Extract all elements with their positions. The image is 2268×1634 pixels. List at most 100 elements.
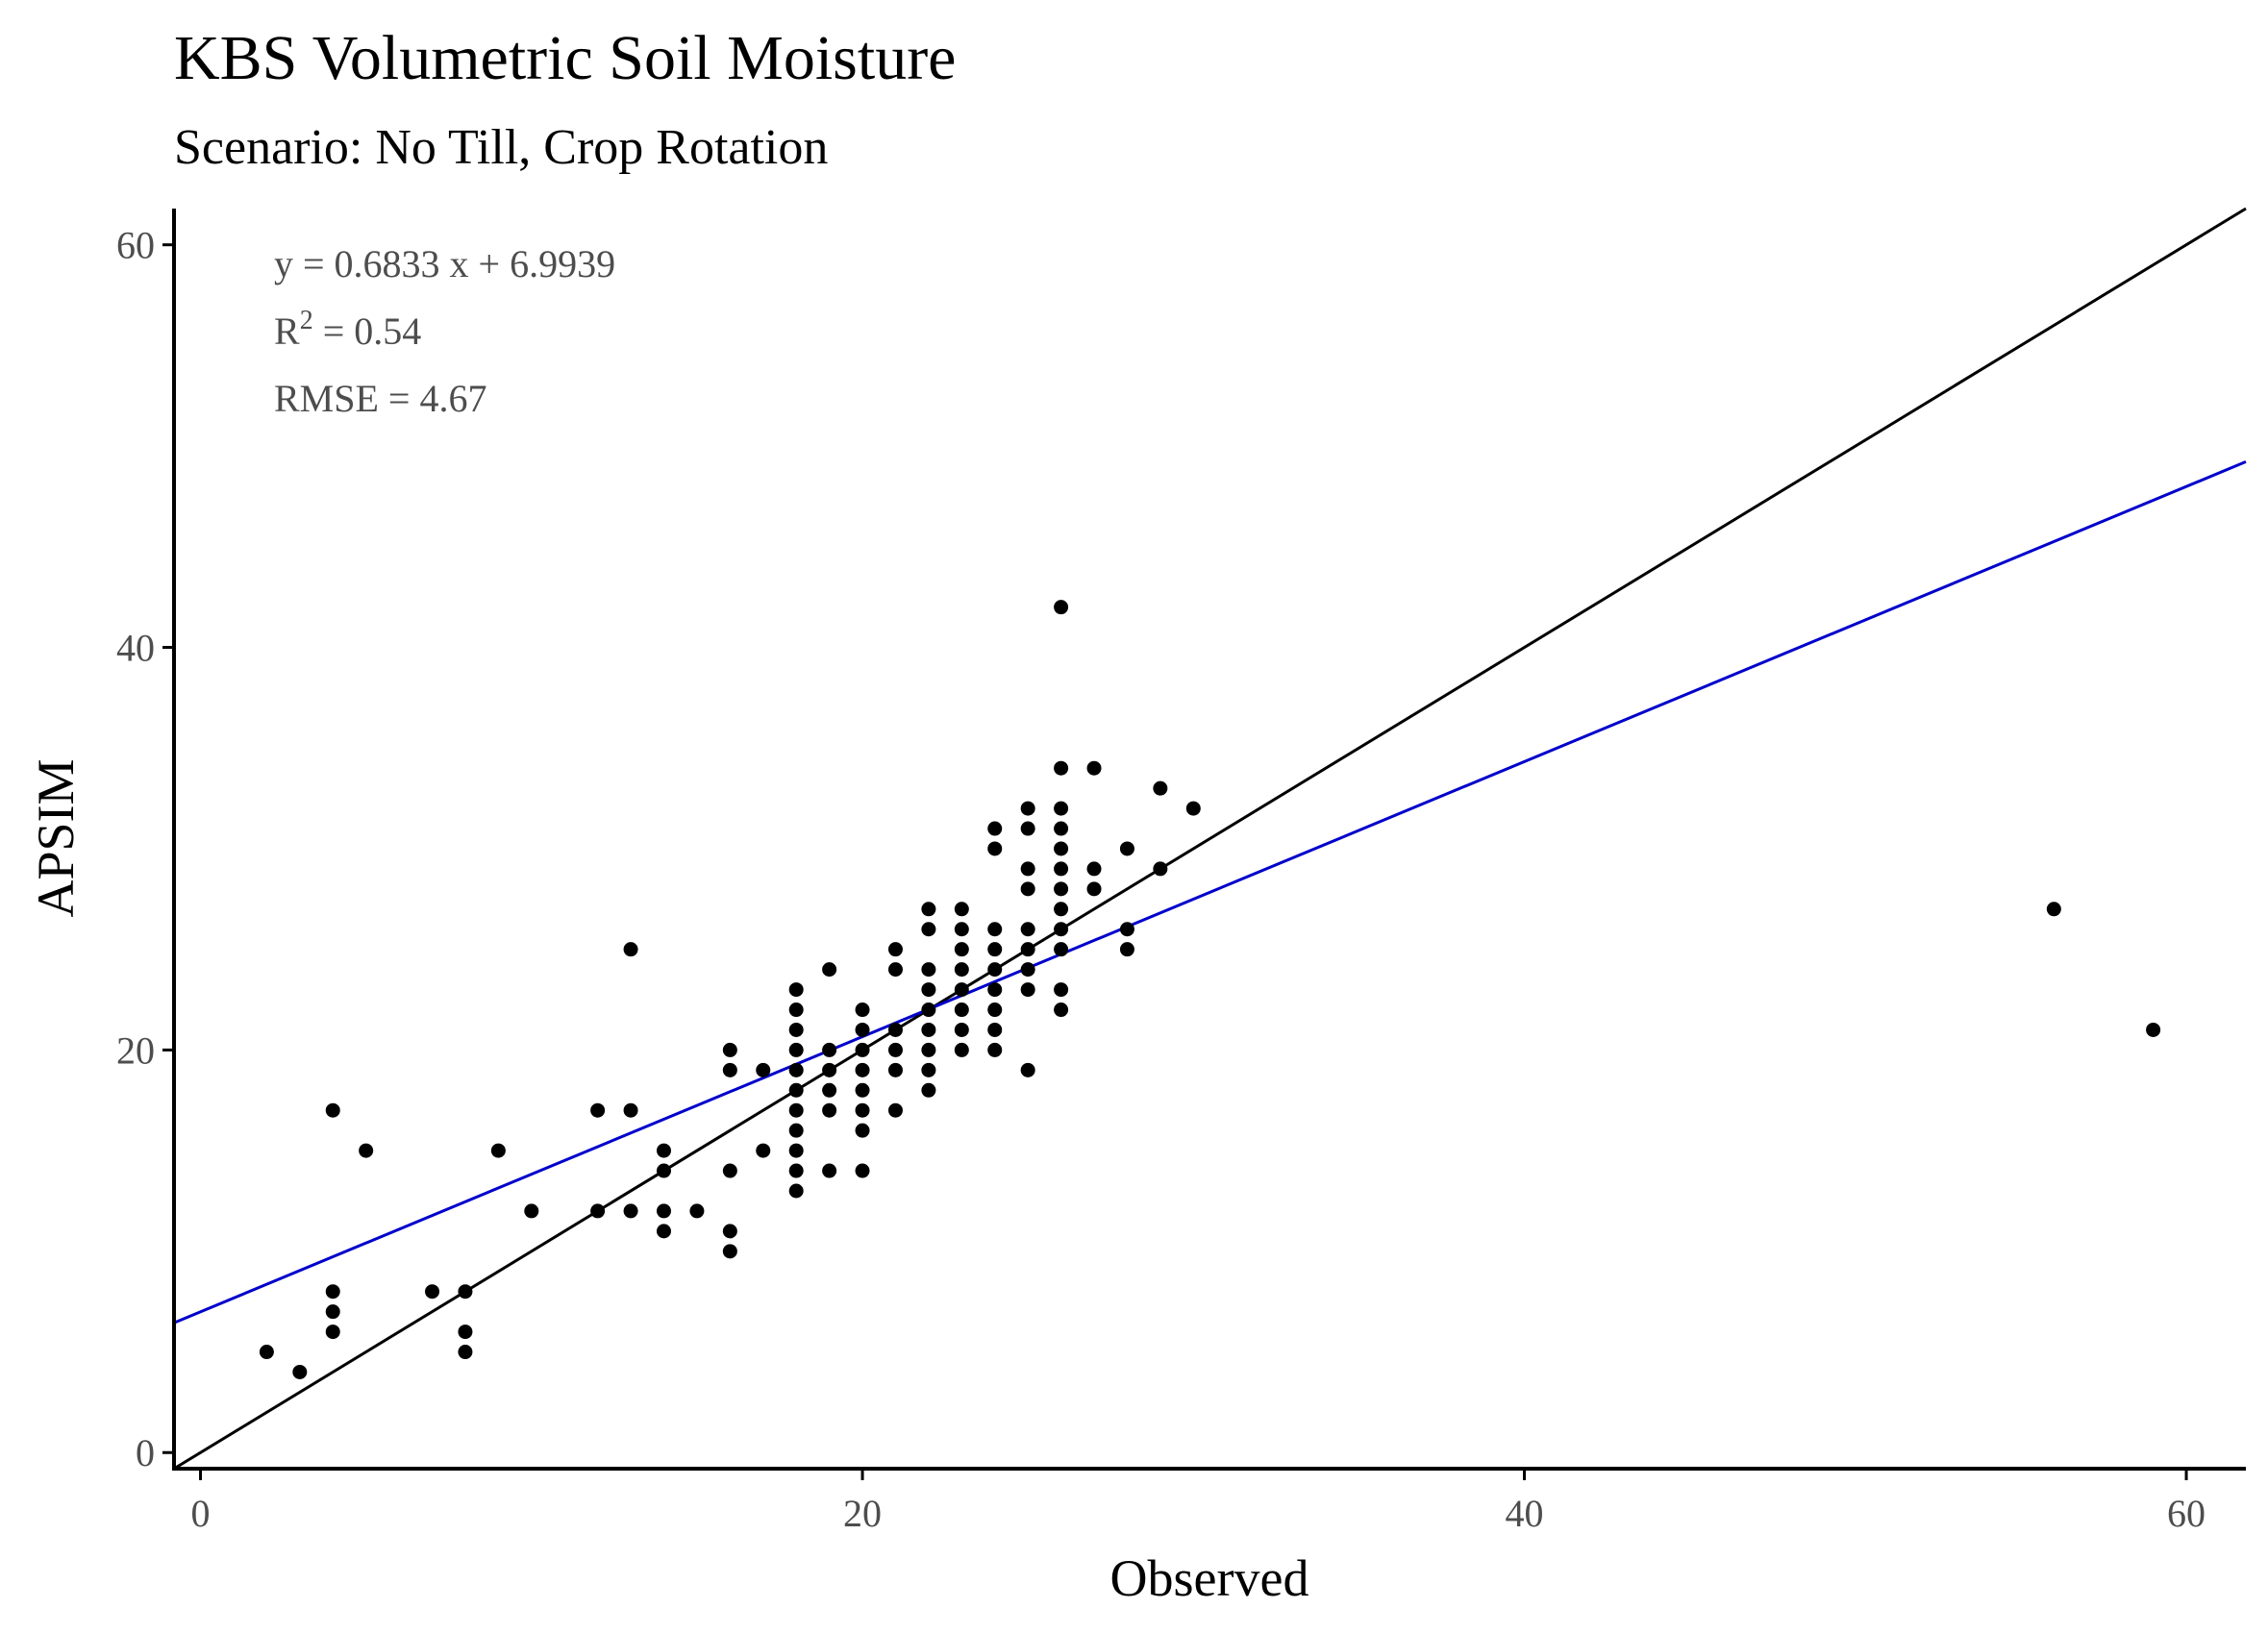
data-point — [954, 902, 969, 917]
data-point — [788, 1062, 804, 1077]
data-point — [590, 1203, 606, 1219]
data-point — [1153, 861, 1168, 877]
data-point — [954, 1003, 969, 1018]
data-point — [458, 1284, 473, 1300]
data-point — [887, 1102, 903, 1118]
y-tick-label: 0 — [136, 1431, 155, 1474]
data-point — [2146, 1022, 2161, 1037]
data-point — [788, 1183, 804, 1199]
data-point — [855, 1022, 870, 1037]
data-point — [656, 1224, 671, 1239]
data-point — [1020, 1062, 1035, 1077]
data-point — [1054, 760, 1069, 776]
data-point — [921, 982, 936, 998]
y-axis-title: APSIM — [27, 758, 85, 917]
data-point — [855, 1062, 870, 1077]
one-to-one-line — [173, 207, 2247, 1471]
data-point — [1086, 760, 1102, 776]
regression-fit-line — [173, 460, 2247, 1325]
data-point — [921, 1062, 936, 1077]
data-point — [325, 1304, 340, 1320]
reference-lines — [173, 207, 2247, 1471]
data-point — [756, 1143, 771, 1158]
y-tick-label: 20 — [116, 1028, 155, 1072]
data-point — [954, 982, 969, 998]
data-point — [524, 1203, 539, 1219]
data-point — [2046, 902, 2061, 917]
data-point — [458, 1325, 473, 1340]
data-point — [855, 1123, 870, 1138]
data-point — [921, 1022, 936, 1037]
data-point — [954, 922, 969, 937]
x-axis-ticks: 0 20 40 60 — [191, 1469, 2206, 1535]
data-point — [325, 1284, 340, 1300]
data-point — [1054, 881, 1069, 897]
data-point — [325, 1102, 340, 1118]
data-point — [656, 1203, 671, 1219]
data-point — [954, 962, 969, 978]
data-point — [1054, 821, 1069, 836]
data-point — [1020, 821, 1035, 836]
data-point — [458, 1345, 473, 1360]
data-point — [921, 1082, 936, 1098]
x-tick-label: 60 — [2167, 1492, 2206, 1535]
data-point — [656, 1143, 671, 1158]
data-point — [921, 1042, 936, 1057]
data-point — [1153, 780, 1168, 796]
x-tick-label: 20 — [843, 1492, 882, 1535]
data-point — [788, 1123, 804, 1138]
data-point — [987, 982, 1003, 998]
x-tick-label: 40 — [1506, 1492, 1544, 1535]
data-point — [987, 962, 1003, 978]
data-point — [822, 1062, 837, 1077]
data-point — [855, 1102, 870, 1118]
data-point — [855, 1163, 870, 1178]
data-point — [722, 1244, 737, 1259]
data-point — [788, 1143, 804, 1158]
data-point — [921, 1003, 936, 1018]
data-point — [788, 1082, 804, 1098]
data-point — [788, 1003, 804, 1018]
data-point — [1054, 1003, 1069, 1018]
data-point — [788, 1022, 804, 1037]
data-point — [887, 1022, 903, 1037]
data-point — [1054, 600, 1069, 615]
data-point — [722, 1224, 737, 1239]
data-point — [1119, 922, 1134, 937]
fit-equation-label: y = 0.6833 x + 6.9939 — [274, 242, 615, 285]
data-point — [490, 1143, 506, 1158]
data-point — [1054, 861, 1069, 877]
data-point — [788, 1042, 804, 1057]
data-point — [954, 1042, 969, 1057]
y-axis-ticks: 0 20 40 60 — [116, 224, 174, 1474]
data-point — [921, 922, 936, 937]
data-point — [722, 1062, 737, 1077]
data-point — [1119, 841, 1134, 856]
data-point — [1020, 881, 1035, 897]
data-point — [1054, 902, 1069, 917]
data-point — [921, 962, 936, 978]
data-point — [1086, 881, 1102, 897]
data-point — [722, 1042, 737, 1057]
data-point — [987, 922, 1003, 937]
data-point — [987, 841, 1003, 856]
chart-subtitle: Scenario: No Till, Crop Rotation — [174, 120, 828, 175]
data-point — [887, 942, 903, 957]
rmse-label: RMSE = 4.67 — [274, 377, 486, 420]
data-point — [987, 942, 1003, 957]
data-point — [855, 1082, 870, 1098]
data-point — [822, 962, 837, 978]
data-point — [788, 982, 804, 998]
data-point — [359, 1143, 374, 1158]
data-point — [623, 1203, 638, 1219]
data-point — [822, 1102, 837, 1118]
data-point — [987, 821, 1003, 836]
data-point — [887, 1042, 903, 1057]
data-point — [623, 1102, 638, 1118]
data-point — [822, 1042, 837, 1057]
data-point — [788, 1163, 804, 1178]
data-point — [656, 1163, 671, 1178]
x-tick-label: 0 — [191, 1492, 211, 1535]
data-point — [1020, 962, 1035, 978]
